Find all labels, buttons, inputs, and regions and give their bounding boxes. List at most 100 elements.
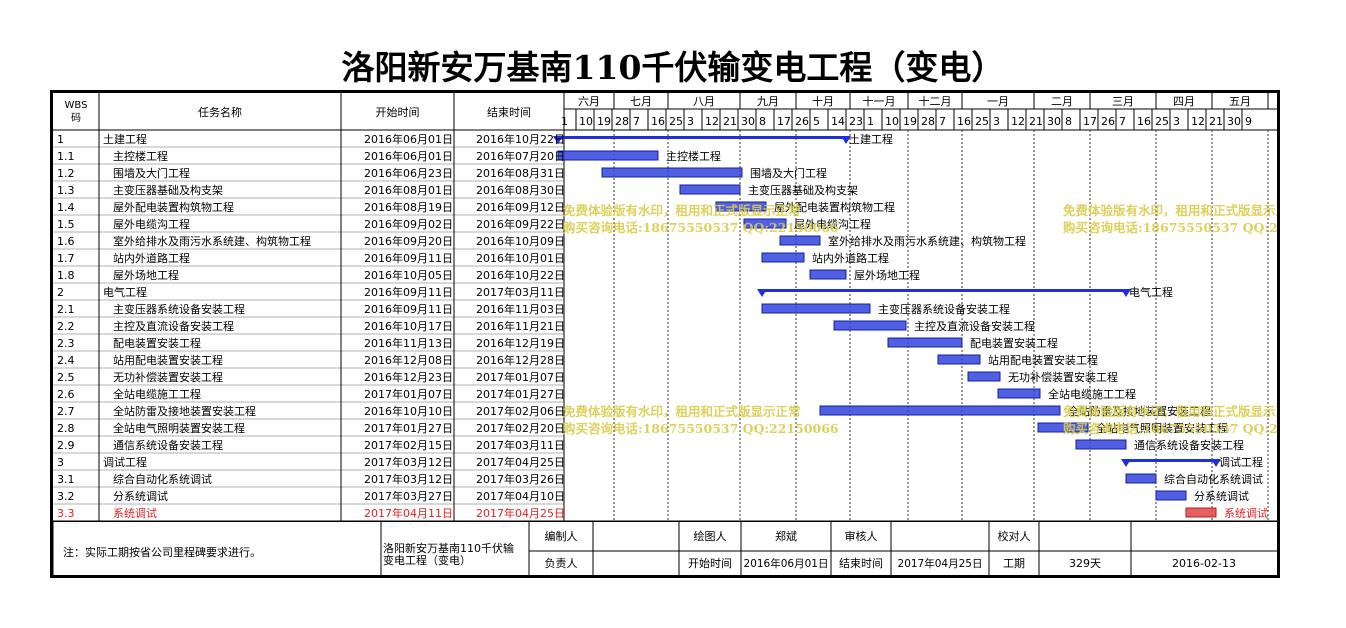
compiled-by-label: 编制人	[545, 529, 578, 543]
gantt-bar-label: 综合自动化系统调试	[1164, 472, 1263, 486]
gantt-bar-label: 屋外电缆沟工程	[794, 218, 871, 231]
task-name: 主控及直流设备安装工程	[113, 319, 234, 333]
footer-note: 注：实际工期按省公司里程碑要求进行。	[63, 545, 261, 559]
task-bar	[761, 303, 871, 314]
task-name: 系统调试	[113, 507, 157, 520]
task-wbs: 2.9	[57, 439, 75, 452]
week-label: 8	[1065, 115, 1072, 128]
task-end: 2016年09月22日	[476, 217, 565, 231]
week-label: 26	[795, 115, 809, 128]
week-label: 12	[1191, 115, 1205, 128]
wbs-header: 码	[71, 112, 81, 124]
chart-title: 洛阳新安万基南110千伏输变电工程（变电）	[341, 48, 1005, 87]
task-wbs: 1.3	[57, 184, 75, 197]
task-end: 2016年10月22日	[476, 132, 565, 146]
task-bar	[997, 388, 1041, 399]
week-label: 25	[1155, 115, 1169, 128]
week-label: 30	[1047, 115, 1061, 128]
task-name: 屋外配电装置构筑物工程	[113, 200, 234, 214]
task-end: 2016年12月28日	[476, 353, 565, 367]
task-name-header: 任务名称	[198, 105, 242, 119]
week-label: 7	[939, 115, 946, 128]
task-start: 2016年08月19日	[364, 200, 453, 214]
week-label: 7	[633, 115, 640, 128]
week-label: 3	[687, 115, 694, 128]
task-name: 全站电气照明装置安装工程	[113, 421, 245, 435]
week-label: 28	[615, 115, 629, 128]
task-end: 2016年12月19日	[476, 336, 565, 350]
task-wbs: 2	[57, 286, 64, 299]
gantt-bar-label: 全站电缆施工工程	[1048, 387, 1136, 401]
task-bar	[779, 235, 821, 246]
week-label: 10	[885, 115, 899, 128]
task-wbs: 1.6	[57, 235, 75, 248]
month-label: 一月	[987, 95, 1009, 108]
week-label: 19	[597, 115, 611, 128]
month-label: 十一月	[863, 94, 896, 108]
task-name: 分系统调试	[113, 490, 168, 503]
week-label: 16	[957, 115, 971, 128]
task-end: 2017年01月27日	[476, 387, 565, 401]
week-label: 17	[777, 115, 791, 128]
task-wbs: 3.3	[57, 507, 75, 520]
task-name: 配电装置安装工程	[113, 336, 201, 350]
task-start: 2016年09月20日	[364, 234, 453, 248]
week-label: 23	[849, 115, 863, 128]
task-end: 2016年10月22日	[476, 268, 565, 282]
month-label: 五月	[1229, 95, 1251, 108]
task-end: 2017年04月10日	[476, 489, 565, 503]
task-end: 2017年03月11日	[476, 285, 565, 299]
month-label: 四月	[1173, 95, 1195, 108]
watermark-text: 购买咨询电话:18675550537 QQ:22150066	[563, 220, 839, 235]
task-start: 2016年06月23日	[364, 166, 453, 180]
summary-start-marker	[757, 289, 767, 297]
task-end: 2016年11月03日	[476, 302, 565, 316]
task-bar	[1075, 439, 1127, 450]
week-label: 12	[1011, 115, 1025, 128]
gantt-table: 六月 七月 八月 九月 十月 十一月 十二月 一月 二月 三月 四月 五月 1 10 19 28 7 16 25 3 1…	[50, 90, 1280, 578]
task-name: 电气工程	[103, 285, 147, 299]
task-name: 调试工程	[103, 456, 147, 469]
task-end: 2017年03月26日	[476, 472, 565, 486]
task-bar	[601, 167, 743, 178]
task-bar	[679, 184, 741, 195]
task-name: 土建工程	[103, 132, 147, 146]
task-start: 2017年04月11日	[364, 506, 453, 520]
task-start: 2016年06月01日	[364, 132, 453, 146]
task-start: 2017年02月15日	[364, 438, 453, 452]
task-name: 全站电缆施工工程	[113, 387, 201, 401]
task-name: 全站防雷及接地装置安装工程	[113, 404, 256, 418]
start-header: 开始时间	[376, 105, 420, 119]
week-label: 19	[903, 115, 917, 128]
watermark-text: 免费体验版有水印，租用和正式版显示正常	[1063, 203, 1277, 218]
gantt-bar-label: 站用配电装置安装工程	[988, 353, 1098, 367]
footer-start-label: 开始时间	[688, 556, 732, 570]
task-end: 2017年04月25日	[476, 455, 565, 469]
week-label: 3	[1173, 115, 1180, 128]
watermark-text: 免费体验版有水印，租用和正式版显示正常	[1063, 404, 1277, 419]
gantt-bar-label: 通信系统设备安装工程	[1134, 438, 1244, 452]
summary-start-marker	[1121, 459, 1131, 467]
week-label: 21	[1029, 115, 1043, 128]
task-bar	[743, 218, 787, 229]
gantt-bar-label: 配电装置安装工程	[970, 336, 1058, 350]
task-wbs: 2.5	[57, 371, 75, 384]
week-label: 1	[561, 115, 568, 128]
task-start: 2016年06月01日	[364, 149, 453, 163]
task-start: 2017年03月12日	[364, 472, 453, 486]
gantt-bar-label: 主控及直流设备安装工程	[914, 319, 1035, 333]
drafter-value: 郑斌	[775, 529, 797, 543]
gantt-bar-label: 主控楼工程	[666, 149, 721, 163]
wbs-header: WBS	[65, 100, 88, 111]
task-bar	[1037, 422, 1089, 433]
gantt-bar-label: 无功补偿装置安装工程	[1008, 370, 1118, 384]
gantt-bar-label: 围墙及大门工程	[750, 166, 827, 180]
duration-label: 工期	[1003, 557, 1025, 570]
summary-bar	[762, 289, 1126, 292]
week-label: 8	[759, 115, 766, 128]
task-bar	[761, 252, 805, 263]
week-label: 10	[579, 115, 593, 128]
week-label: 30	[741, 115, 755, 128]
task-end: 2016年11月21日	[476, 319, 565, 333]
month-label: 十二月	[919, 94, 952, 108]
